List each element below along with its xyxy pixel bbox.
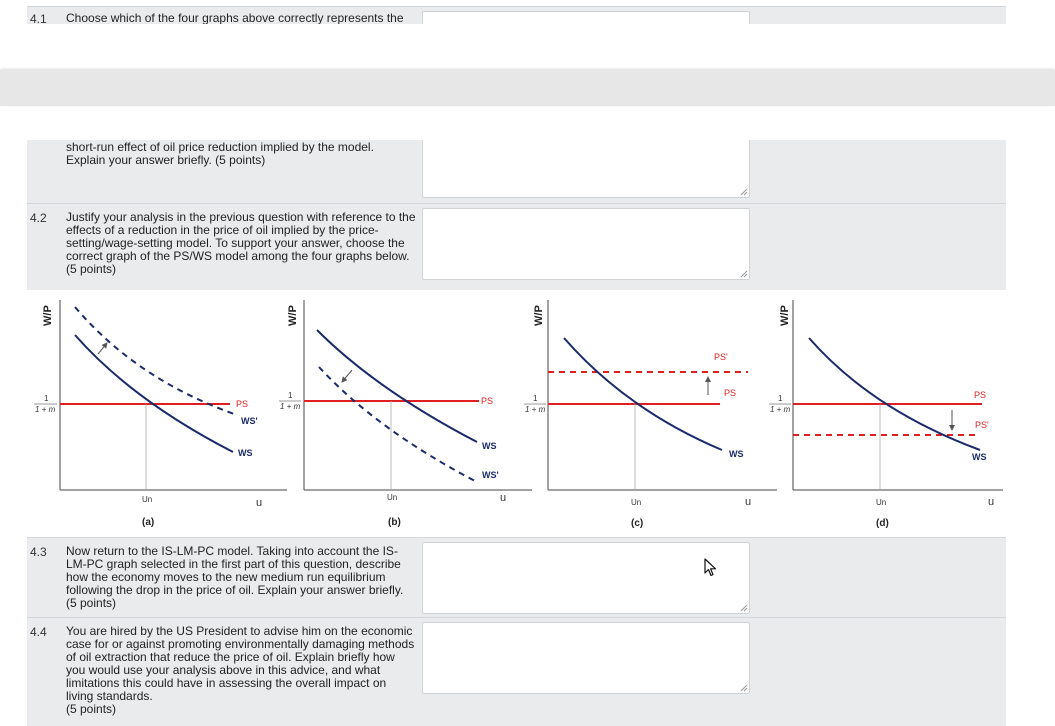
frac-den: 1 + m [770, 405, 791, 414]
answer-textarea-4-1[interactable] [422, 140, 750, 198]
question-4-4-row: 4.4 You are hired by the US President to… [27, 617, 1006, 726]
x-axis-label: u [745, 496, 751, 508]
resize-grip-icon[interactable] [740, 188, 748, 196]
ws-curve [563, 337, 723, 451]
ps-label: PS [236, 399, 248, 409]
x-axis-label: u [256, 497, 262, 509]
answer-textarea-4-2[interactable] [422, 208, 750, 280]
un-label: Un [387, 493, 397, 502]
frac-num: 1 [778, 394, 783, 403]
frac-num: 1 [44, 394, 49, 403]
ws-label: WS [972, 452, 987, 462]
ps-ws-graphs: W/P 1 1 + m PS WS WS' Un u (a) W/P 1 1 +… [34, 300, 1003, 529]
mouse-cursor-icon [704, 558, 717, 577]
x-axis-label: u [988, 496, 994, 508]
frac-num: 1 [533, 394, 538, 403]
question-text: Choose which of the four graphs above co… [66, 11, 404, 25]
ws-label: WS [729, 449, 744, 459]
question-text-continued: short-run effect of oil price reduction … [66, 140, 374, 167]
answer-textarea-4-3[interactable] [422, 542, 750, 614]
ws-new-label: WS' [241, 416, 258, 426]
frac-den: 1 + m [280, 402, 301, 411]
x-axis-label: u [500, 492, 506, 504]
graph-d: W/P 1 1 + m PS PS' WS Un u (d) [769, 300, 1003, 529]
frac-den: 1 + m [525, 405, 546, 414]
question-number: 4.3 [30, 545, 47, 559]
question-text: Justify your analysis in the previous qu… [66, 211, 416, 276]
y-axis-label: W/P [42, 305, 54, 326]
question-body: Justify your analysis in the previous qu… [66, 210, 416, 263]
answer-textarea-4-4[interactable] [422, 622, 750, 694]
ws-new-curve [318, 366, 478, 483]
graph-c: W/P 1 1 + m PS PS' WS Un u (c) [524, 300, 777, 529]
y-axis-label: W/P [533, 305, 545, 326]
ws-curve [316, 329, 478, 443]
question-4-2-row: 4.2 Justify your analysis in the previou… [27, 203, 1006, 290]
question-text: Now return to the IS-LM-PC model. Taking… [66, 545, 416, 610]
un-label: Un [876, 498, 886, 507]
resize-grip-icon[interactable] [740, 270, 748, 278]
frac-num: 1 [288, 391, 293, 400]
question-number: 4.2 [30, 211, 47, 225]
graph-caption: (b) [388, 517, 401, 528]
overlay-white-band [0, 24, 1055, 70]
graph-caption: (d) [876, 518, 889, 529]
shift-arrow [341, 369, 353, 383]
overlay-gray-band [0, 70, 1055, 106]
y-axis-label: W/P [779, 305, 791, 326]
question-points: (5 points) [66, 596, 117, 610]
question-text: You are hired by the US President to adv… [66, 625, 416, 716]
graph-b: W/P 1 1 + m PS WS WS' Un u (b) [279, 300, 532, 528]
un-label: Un [142, 495, 152, 504]
question-number: 4.4 [30, 625, 47, 639]
resize-grip-icon[interactable] [740, 604, 748, 612]
question-points: (5 points) [66, 262, 117, 276]
graph-a: W/P 1 1 + m PS WS WS' Un u (a) [34, 300, 287, 528]
frac-den: 1 + m [35, 405, 56, 414]
question-body: Now return to the IS-LM-PC model. Taking… [66, 544, 404, 597]
question-4-1-row-top: 4.1 Choose which of the four graphs abov… [27, 6, 1006, 32]
ws-curve [808, 337, 981, 451]
graph-caption: (c) [631, 518, 643, 529]
y-axis-label: W/P [287, 305, 299, 326]
ws-new-label: WS' [482, 470, 499, 480]
un-label: Un [631, 498, 641, 507]
graph-caption: (a) [142, 517, 154, 528]
ps-label: PS [724, 388, 736, 398]
ps-label: PS [481, 396, 493, 406]
question-4-1-row: short-run effect of oil price reduction … [27, 140, 1006, 203]
ws-label: WS [238, 448, 253, 458]
question-4-3-row: 4.3 Now return to the IS-LM-PC model. Ta… [27, 537, 1006, 618]
ps-new-label: PS' [714, 352, 728, 362]
ws-label: WS [482, 441, 497, 451]
ps-label: PS [974, 390, 986, 400]
question-body: You are hired by the US President to adv… [66, 624, 415, 703]
ws-curve [74, 334, 234, 453]
resize-grip-icon[interactable] [740, 684, 748, 692]
shift-arrow [97, 342, 108, 355]
ws-new-curve [74, 306, 238, 416]
question-number: 4.1 [30, 12, 47, 26]
ps-new-label: PS' [975, 420, 989, 430]
question-points: (5 points) [66, 702, 117, 716]
